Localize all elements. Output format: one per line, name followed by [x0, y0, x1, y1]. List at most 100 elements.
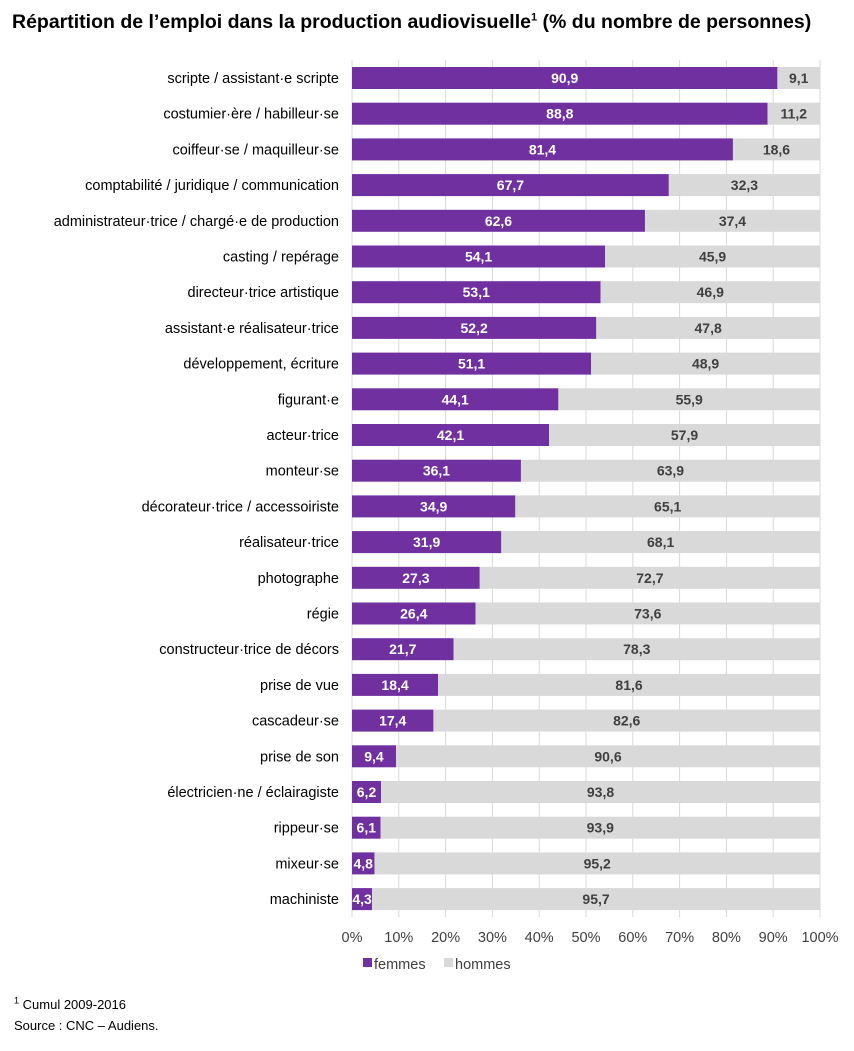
bar-hommes-10: [549, 424, 820, 446]
bar-femmes-12: [352, 495, 516, 518]
data-label-femmes-13: 31,9: [413, 534, 440, 550]
x-tick-label-1: 10%: [384, 930, 413, 946]
category-label-22: mixeur·se: [275, 856, 339, 872]
data-label-femmes-23: 4,3: [352, 891, 372, 907]
x-tick-label-4: 40%: [525, 930, 554, 946]
legend-label-hommes: hommes: [455, 957, 511, 973]
bar-hommes-5: [605, 245, 820, 268]
bar-femmes-15: [352, 602, 476, 625]
data-label-hommes-8: 48,9: [692, 356, 719, 372]
bar-hommes-11: [520, 459, 820, 482]
footnote-sup: 1: [14, 995, 20, 1006]
data-label-femmes-6: 53,1: [463, 284, 490, 300]
category-label-9: figurant·e: [278, 392, 339, 408]
data-label-femmes-8: 51,1: [458, 356, 485, 372]
category-label-11: monteur·se: [266, 464, 339, 480]
data-label-femmes-11: 36,1: [423, 463, 450, 479]
bar-femmes-18: [352, 709, 434, 732]
data-label-femmes-3: 67,7: [497, 177, 524, 193]
data-label-hommes-19: 90,6: [594, 748, 621, 764]
bar-femmes-2: [352, 138, 733, 161]
category-label-8: développement, écriture: [183, 357, 339, 373]
bar-femmes-21: [352, 816, 381, 839]
data-label-hommes-13: 68,1: [647, 534, 674, 550]
data-label-hommes-7: 47,8: [695, 320, 722, 336]
data-label-femmes-5: 54,1: [465, 249, 492, 265]
bar-hommes-22: [374, 852, 820, 875]
data-label-hommes-0: 9,1: [789, 70, 809, 86]
bar-hommes-9: [558, 388, 820, 411]
data-label-femmes-4: 62,6: [485, 213, 512, 229]
bar-hommes-17: [438, 673, 820, 696]
x-tick-label-0: 0%: [342, 930, 363, 946]
x-tick-label-6: 60%: [618, 930, 647, 946]
legend-label-femmes: femmes: [374, 957, 426, 973]
data-label-femmes-1: 88,8: [546, 106, 573, 122]
category-label-12: décorateur·trice / accessoiriste: [142, 499, 339, 515]
bar-hommes-20: [381, 781, 820, 803]
data-label-hommes-12: 65,1: [654, 498, 681, 514]
bar-femmes-17: [352, 673, 439, 696]
footnote-source: Source : CNC – Audiens.: [14, 1018, 159, 1033]
category-label-21: rippeur·se: [274, 821, 339, 837]
bar-hommes-8: [591, 352, 820, 375]
data-label-femmes-18: 17,4: [379, 713, 406, 729]
category-label-2: coiffeur·se / maquilleur·se: [172, 142, 339, 158]
bar-femmes-4: [352, 209, 645, 232]
bar-hommes-15: [475, 602, 820, 625]
bar-femmes-20: [352, 781, 382, 803]
bar-femmes-5: [352, 245, 606, 268]
category-label-1: costumier·ère / habilleur·se: [163, 107, 339, 123]
bar-hommes-18: [433, 709, 820, 732]
bar-hommes-13: [501, 531, 820, 554]
bar-femmes-22: [352, 852, 375, 875]
bar-hommes-12: [515, 495, 820, 518]
chart-title-main: Répartition de l’emploi dans la producti…: [12, 11, 531, 33]
data-label-hommes-11: 63,9: [657, 463, 684, 479]
bar-hommes-4: [644, 209, 820, 232]
bar-femmes-16: [352, 638, 454, 661]
bar-femmes-9: [352, 388, 559, 411]
data-label-hommes-4: 37,4: [719, 213, 746, 229]
bar-femmes-23: [352, 888, 373, 911]
bar-femmes-13: [352, 531, 502, 554]
footnote-text: Cumul 2009-2016: [22, 997, 126, 1012]
data-label-femmes-0: 90,9: [551, 70, 578, 86]
category-label-18: cascadeur·se: [252, 714, 339, 730]
bar-femmes-1: [352, 102, 768, 125]
data-label-femmes-14: 27,3: [402, 570, 429, 586]
data-label-femmes-7: 52,2: [461, 320, 488, 336]
footnote-cumul: 1 Cumul 2009-2016: [14, 995, 126, 1012]
bar-femmes-14: [352, 566, 480, 589]
category-label-5: casting / repérage: [223, 250, 339, 266]
x-tick-label-3: 30%: [478, 930, 507, 946]
bar-femmes-0: [352, 67, 778, 89]
category-label-14: photographe: [258, 571, 339, 587]
data-label-femmes-21: 6,1: [357, 820, 377, 836]
category-label-7: assistant·e réalisateur·trice: [165, 321, 339, 337]
bar-hommes-16: [453, 638, 820, 661]
category-label-15: régie: [307, 607, 339, 623]
bar-hommes-19: [395, 745, 820, 768]
bar-femmes-10: [352, 424, 550, 446]
bar-femmes-19: [352, 745, 396, 768]
category-label-3: comptabilité / juridique / communication: [85, 178, 339, 194]
category-label-20: électricien·ne / éclairagiste: [167, 785, 339, 801]
x-tick-label-5: 50%: [571, 930, 600, 946]
bar-femmes-6: [352, 281, 601, 304]
bar-hommes-6: [600, 281, 820, 304]
bar-hommes-7: [596, 316, 820, 339]
bar-hommes-0: [777, 67, 820, 89]
data-label-femmes-10: 42,1: [437, 427, 464, 443]
legend-swatch-hommes: [444, 958, 453, 967]
x-tick-label-2: 20%: [431, 930, 460, 946]
category-label-6: directeur·trice artistique: [188, 285, 340, 301]
category-label-19: prise de son: [260, 749, 339, 765]
category-label-23: machiniste: [270, 892, 339, 908]
category-label-10: acteur·trice: [266, 428, 339, 444]
data-label-femmes-20: 6,2: [357, 784, 377, 800]
data-label-hommes-1: 11,2: [781, 106, 808, 122]
x-tick-label-8: 80%: [712, 930, 741, 946]
data-label-hommes-16: 78,3: [623, 641, 650, 657]
